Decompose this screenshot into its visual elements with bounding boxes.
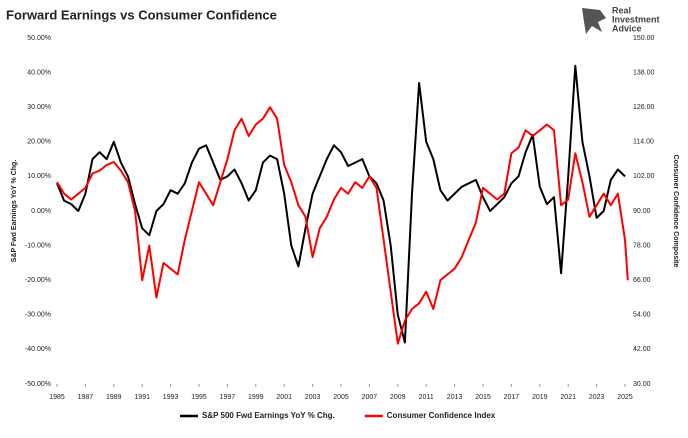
x-tick-label: 2005	[333, 394, 349, 401]
x-tick-label: 1989	[106, 394, 122, 401]
x-tick-label: 1997	[220, 394, 236, 401]
y2-tick-label: 90.00	[633, 208, 651, 215]
legend-label: S&P 500 Fwd Earnings YoY % Chg.	[202, 411, 335, 420]
x-tick-label: 1985	[49, 394, 65, 401]
legend-label: Consumer Confidence Index	[387, 411, 496, 420]
x-tick-label: 2001	[276, 394, 292, 401]
x-tick-label: 2009	[390, 394, 406, 401]
series-line	[56, 64, 626, 344]
y-tick-label: -30.00%	[25, 312, 51, 319]
x-tick-label: 1991	[134, 394, 150, 401]
y-tick-label: 20.00%	[27, 139, 51, 146]
y2-axis-title: Consumer Confidence Composite	[672, 155, 679, 268]
y-tick-label: -10.00%	[25, 242, 51, 249]
y-axis-title: S&P Fwd Earnings YoY % Chg.	[11, 160, 18, 263]
y2-tick-label: 78.00	[633, 242, 651, 249]
chart-title: Forward Earnings vs Consumer Confidence	[6, 7, 277, 22]
x-tick-label: 2021	[560, 394, 576, 401]
x-tick-label: 1995	[191, 394, 207, 401]
y2-tick-label: 114.00	[633, 139, 654, 146]
y2-tick-label: 66.00	[633, 277, 651, 284]
x-tick-label: 1999	[248, 394, 264, 401]
x-tick-label: 2023	[589, 394, 605, 401]
y2-tick-label: 138.00	[633, 69, 655, 76]
x-tick-label: 2017	[504, 394, 520, 401]
y-tick-label: 10.00%	[27, 173, 51, 180]
x-tick-label: 2003	[305, 394, 321, 401]
y2-tick-label: 126.00	[633, 104, 655, 111]
y-tick-label: -40.00%	[25, 346, 51, 353]
logo-text: Investment	[612, 14, 660, 24]
y2-tick-label: 102.00	[633, 173, 655, 180]
y2-tick-label: 30.00	[633, 381, 651, 388]
x-tick-label: 2007	[362, 394, 378, 401]
x-tick-label: 1993	[163, 394, 179, 401]
y-tick-label: 0.00%	[31, 208, 51, 215]
y2-tick-label: 54.00	[633, 312, 651, 319]
logo-text: Real	[612, 5, 631, 15]
y2-tick-label: 42.00	[633, 346, 651, 353]
logo: Real Investment Advice	[582, 5, 660, 34]
x-tick-label: 1987	[78, 394, 94, 401]
x-tick-label: 2011	[419, 394, 434, 401]
y-tick-label: 30.00%	[27, 104, 51, 111]
x-tick-label: 2019	[532, 394, 548, 401]
x-tick-label: 2013	[447, 394, 463, 401]
x-tick-label: 2015	[475, 394, 491, 401]
logo-text: Advice	[612, 23, 642, 33]
y-tick-label: -20.00%	[25, 277, 51, 284]
x-tick-label: 2025	[617, 394, 633, 401]
logo-icon	[582, 8, 606, 34]
y-tick-label: 40.00%	[27, 69, 51, 76]
y-tick-label: -50.00%	[25, 381, 51, 388]
y2-tick-label: 150.00	[633, 35, 655, 42]
series-line	[56, 106, 629, 345]
y-tick-label: 50.00%	[27, 35, 51, 42]
